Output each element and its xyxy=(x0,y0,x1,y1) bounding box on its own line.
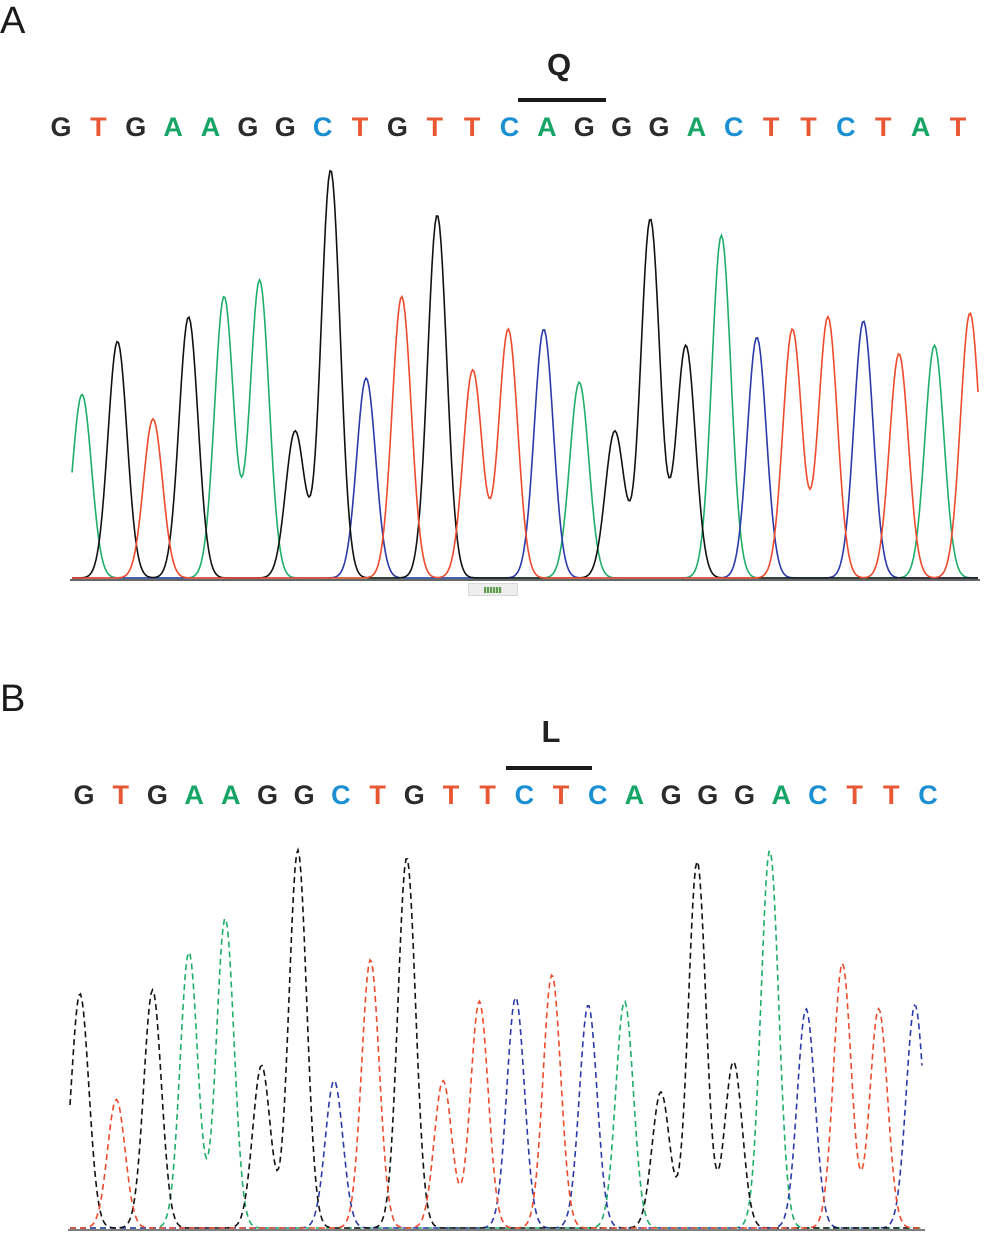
base-call-t: T xyxy=(949,112,967,142)
trace-g xyxy=(69,847,922,1229)
panel-a-codon-label: Q xyxy=(546,47,572,82)
base-call-c: C xyxy=(587,780,608,810)
base-call-c: C xyxy=(312,112,333,142)
base-call-g: G xyxy=(50,112,72,142)
chromatogram-scrollbar-thumb[interactable] xyxy=(468,583,518,596)
base-call-t: T xyxy=(846,780,863,810)
base-call-g: G xyxy=(660,780,682,810)
base-call-t: T xyxy=(800,112,817,142)
base-call-c: C xyxy=(331,780,351,810)
base-call-g: G xyxy=(237,112,259,142)
base-call-g: G xyxy=(73,780,95,810)
base-call-a: A xyxy=(200,112,221,142)
base-call-a: A xyxy=(686,112,707,142)
base-call-c: C xyxy=(724,112,744,142)
base-call-g: G xyxy=(648,112,670,142)
base-call-t: T xyxy=(552,780,570,810)
base-call-t: T xyxy=(762,112,780,142)
panel-a-codon-bar xyxy=(518,98,606,102)
base-call-t: T xyxy=(883,780,900,810)
base-call-g: G xyxy=(125,112,147,142)
panel-b-letter: B xyxy=(0,678,26,720)
base-call-g: G xyxy=(293,780,315,810)
base-call-t: T xyxy=(875,112,892,142)
panel-b-codon-bar xyxy=(506,766,592,770)
base-call-a: A xyxy=(537,112,557,142)
panel-a-letter: A xyxy=(0,0,26,42)
scrollbar-grip-icon xyxy=(484,587,502,593)
base-call-g: G xyxy=(274,112,296,142)
base-call-t: T xyxy=(351,112,369,142)
trace-t xyxy=(72,294,979,579)
base-call-a: A xyxy=(221,780,241,810)
base-call-g: G xyxy=(386,112,408,142)
base-call-a: A xyxy=(163,112,183,142)
trace-t xyxy=(70,958,922,1229)
base-call-a: A xyxy=(624,780,645,810)
base-call-t: T xyxy=(426,112,444,142)
base-call-t: T xyxy=(442,780,460,810)
base-call-t: T xyxy=(463,112,481,142)
base-call-c: C xyxy=(514,780,535,810)
base-call-c: C xyxy=(808,780,828,810)
base-call-g: G xyxy=(403,780,425,810)
panel-b-codon-label: L xyxy=(541,714,561,749)
base-call-t: T xyxy=(90,112,107,142)
panel-b-chromatogram xyxy=(68,847,925,1231)
base-call-g: G xyxy=(697,780,719,810)
base-call-t: T xyxy=(112,780,129,810)
base-call-g: G xyxy=(256,780,278,810)
base-call-g: G xyxy=(573,112,595,142)
base-call-c: C xyxy=(918,780,938,810)
panel-a-chromatogram xyxy=(70,169,980,581)
base-call-a: A xyxy=(771,780,791,810)
base-call-a: A xyxy=(184,780,204,810)
base-call-c: C xyxy=(499,112,520,142)
base-call-g: G xyxy=(611,112,633,142)
base-call-g: G xyxy=(734,780,756,810)
trace-c xyxy=(70,995,923,1229)
trace-a xyxy=(70,850,922,1229)
base-call-g: G xyxy=(146,780,168,810)
base-call-a: A xyxy=(910,112,931,142)
base-call-t: T xyxy=(369,780,386,810)
base-call-c: C xyxy=(836,112,856,142)
base-call-t: T xyxy=(479,780,496,810)
